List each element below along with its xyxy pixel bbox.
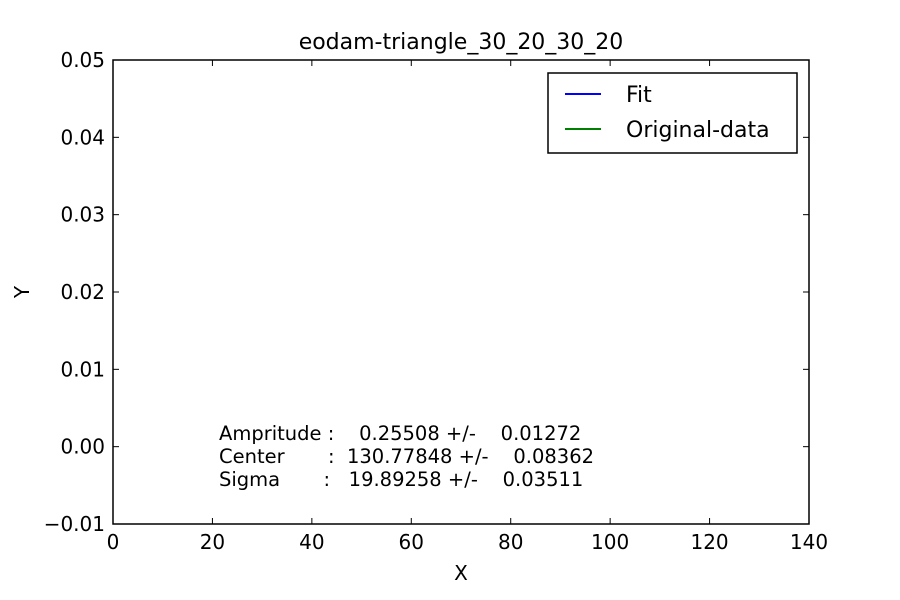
y-tick-label: 0.02 [60, 280, 105, 304]
fit-parameters-annotation: Ampritude : 0.25508 +/- 0.01272 Center :… [219, 422, 594, 491]
y-tick-label: 0.05 [60, 48, 105, 72]
annotation-amplitude: Ampritude : 0.25508 +/- 0.01272 [219, 422, 581, 445]
y-tick-label: 0.00 [60, 435, 105, 459]
legend-label-original-data: Original-data [626, 118, 770, 143]
annotation-center: Center : 130.77848 +/- 0.08362 [219, 445, 594, 468]
y-tick-label: 0.01 [60, 357, 105, 381]
chart-title: eodam-triangle_30_20_30_20 [299, 30, 624, 55]
y-axis-ticks: 0.05 0.04 0.03 0.02 0.01 0.00 −0.01 [44, 48, 809, 536]
y-tick-label: 0.03 [60, 203, 105, 227]
y-axis-label: Y [10, 285, 34, 299]
x-tick-label: 60 [399, 530, 424, 554]
x-tick-label: 120 [690, 530, 728, 554]
y-tick-label: −0.01 [44, 512, 105, 536]
x-axis-ticks: 0 20 40 60 80 100 120 140 [107, 60, 828, 554]
annotation-sigma: Sigma : 19.89258 +/- 0.03511 [219, 468, 583, 491]
x-tick-label: 100 [591, 530, 629, 554]
legend-label-fit: Fit [626, 83, 652, 108]
legend-box [547, 72, 798, 154]
plot-frame [112, 59, 810, 525]
legend: Fit Original-data [547, 72, 798, 154]
x-axis-label: X [454, 561, 468, 585]
x-tick-label: 80 [498, 530, 523, 554]
x-tick-label: 40 [299, 530, 324, 554]
x-tick-label: 140 [790, 530, 828, 554]
y-tick-label: 0.04 [60, 125, 105, 149]
x-tick-label: 0 [107, 530, 120, 554]
x-tick-label: 20 [200, 530, 225, 554]
